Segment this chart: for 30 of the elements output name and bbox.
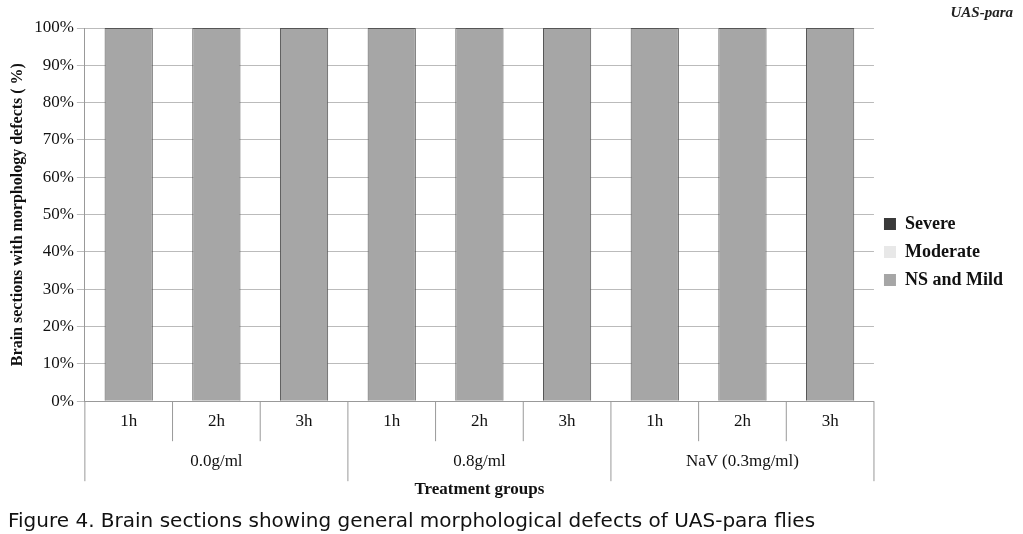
x-tick-label: 2h: [470, 410, 489, 430]
legend-label: Severe: [904, 212, 956, 233]
y-tick-label: 30%: [42, 278, 74, 298]
text: 0.8g/ml: [453, 450, 506, 470]
text: 0.0g/ml: [190, 450, 243, 470]
y-tick-label: 90%: [42, 54, 74, 74]
y-tick-label: 40%: [42, 241, 74, 261]
x-tick-label: 1h: [646, 410, 664, 430]
legend-label: Moderate: [904, 240, 980, 261]
y-tick-label: 70%: [42, 129, 74, 149]
x-tick-label: 1h: [120, 410, 138, 430]
caption: Figure 4. Brain sections showing general morphological defects of UAS-para flies: [8, 508, 816, 533]
y-tick-label: 100%: [34, 17, 74, 37]
text: NaV (0.3mg/ml): [685, 450, 799, 470]
x-tick-label: 2h: [733, 410, 752, 430]
x-tick-label: 3h: [558, 410, 577, 430]
legend-label: NS and Mild: [904, 268, 1004, 289]
y-tick-label: 10%: [42, 353, 74, 373]
text: UAS-para: [950, 3, 1014, 20]
y-tick-label: 20%: [42, 316, 74, 336]
x-tick-label: 1h: [383, 410, 401, 430]
y-tick-label: 80%: [42, 92, 74, 112]
y-tick-label: 0%: [51, 390, 74, 410]
y-axis-title: Brain sections with morphology defects ( %): [7, 63, 26, 367]
x-tick-label: 3h: [295, 410, 314, 430]
x-tick-label: 2h: [207, 410, 226, 430]
x-tick-label: 3h: [821, 410, 840, 430]
x-axis-title: Treatment groups: [414, 479, 545, 499]
y-tick-label: 60%: [42, 166, 74, 186]
y-tick-label: 50%: [42, 204, 74, 224]
